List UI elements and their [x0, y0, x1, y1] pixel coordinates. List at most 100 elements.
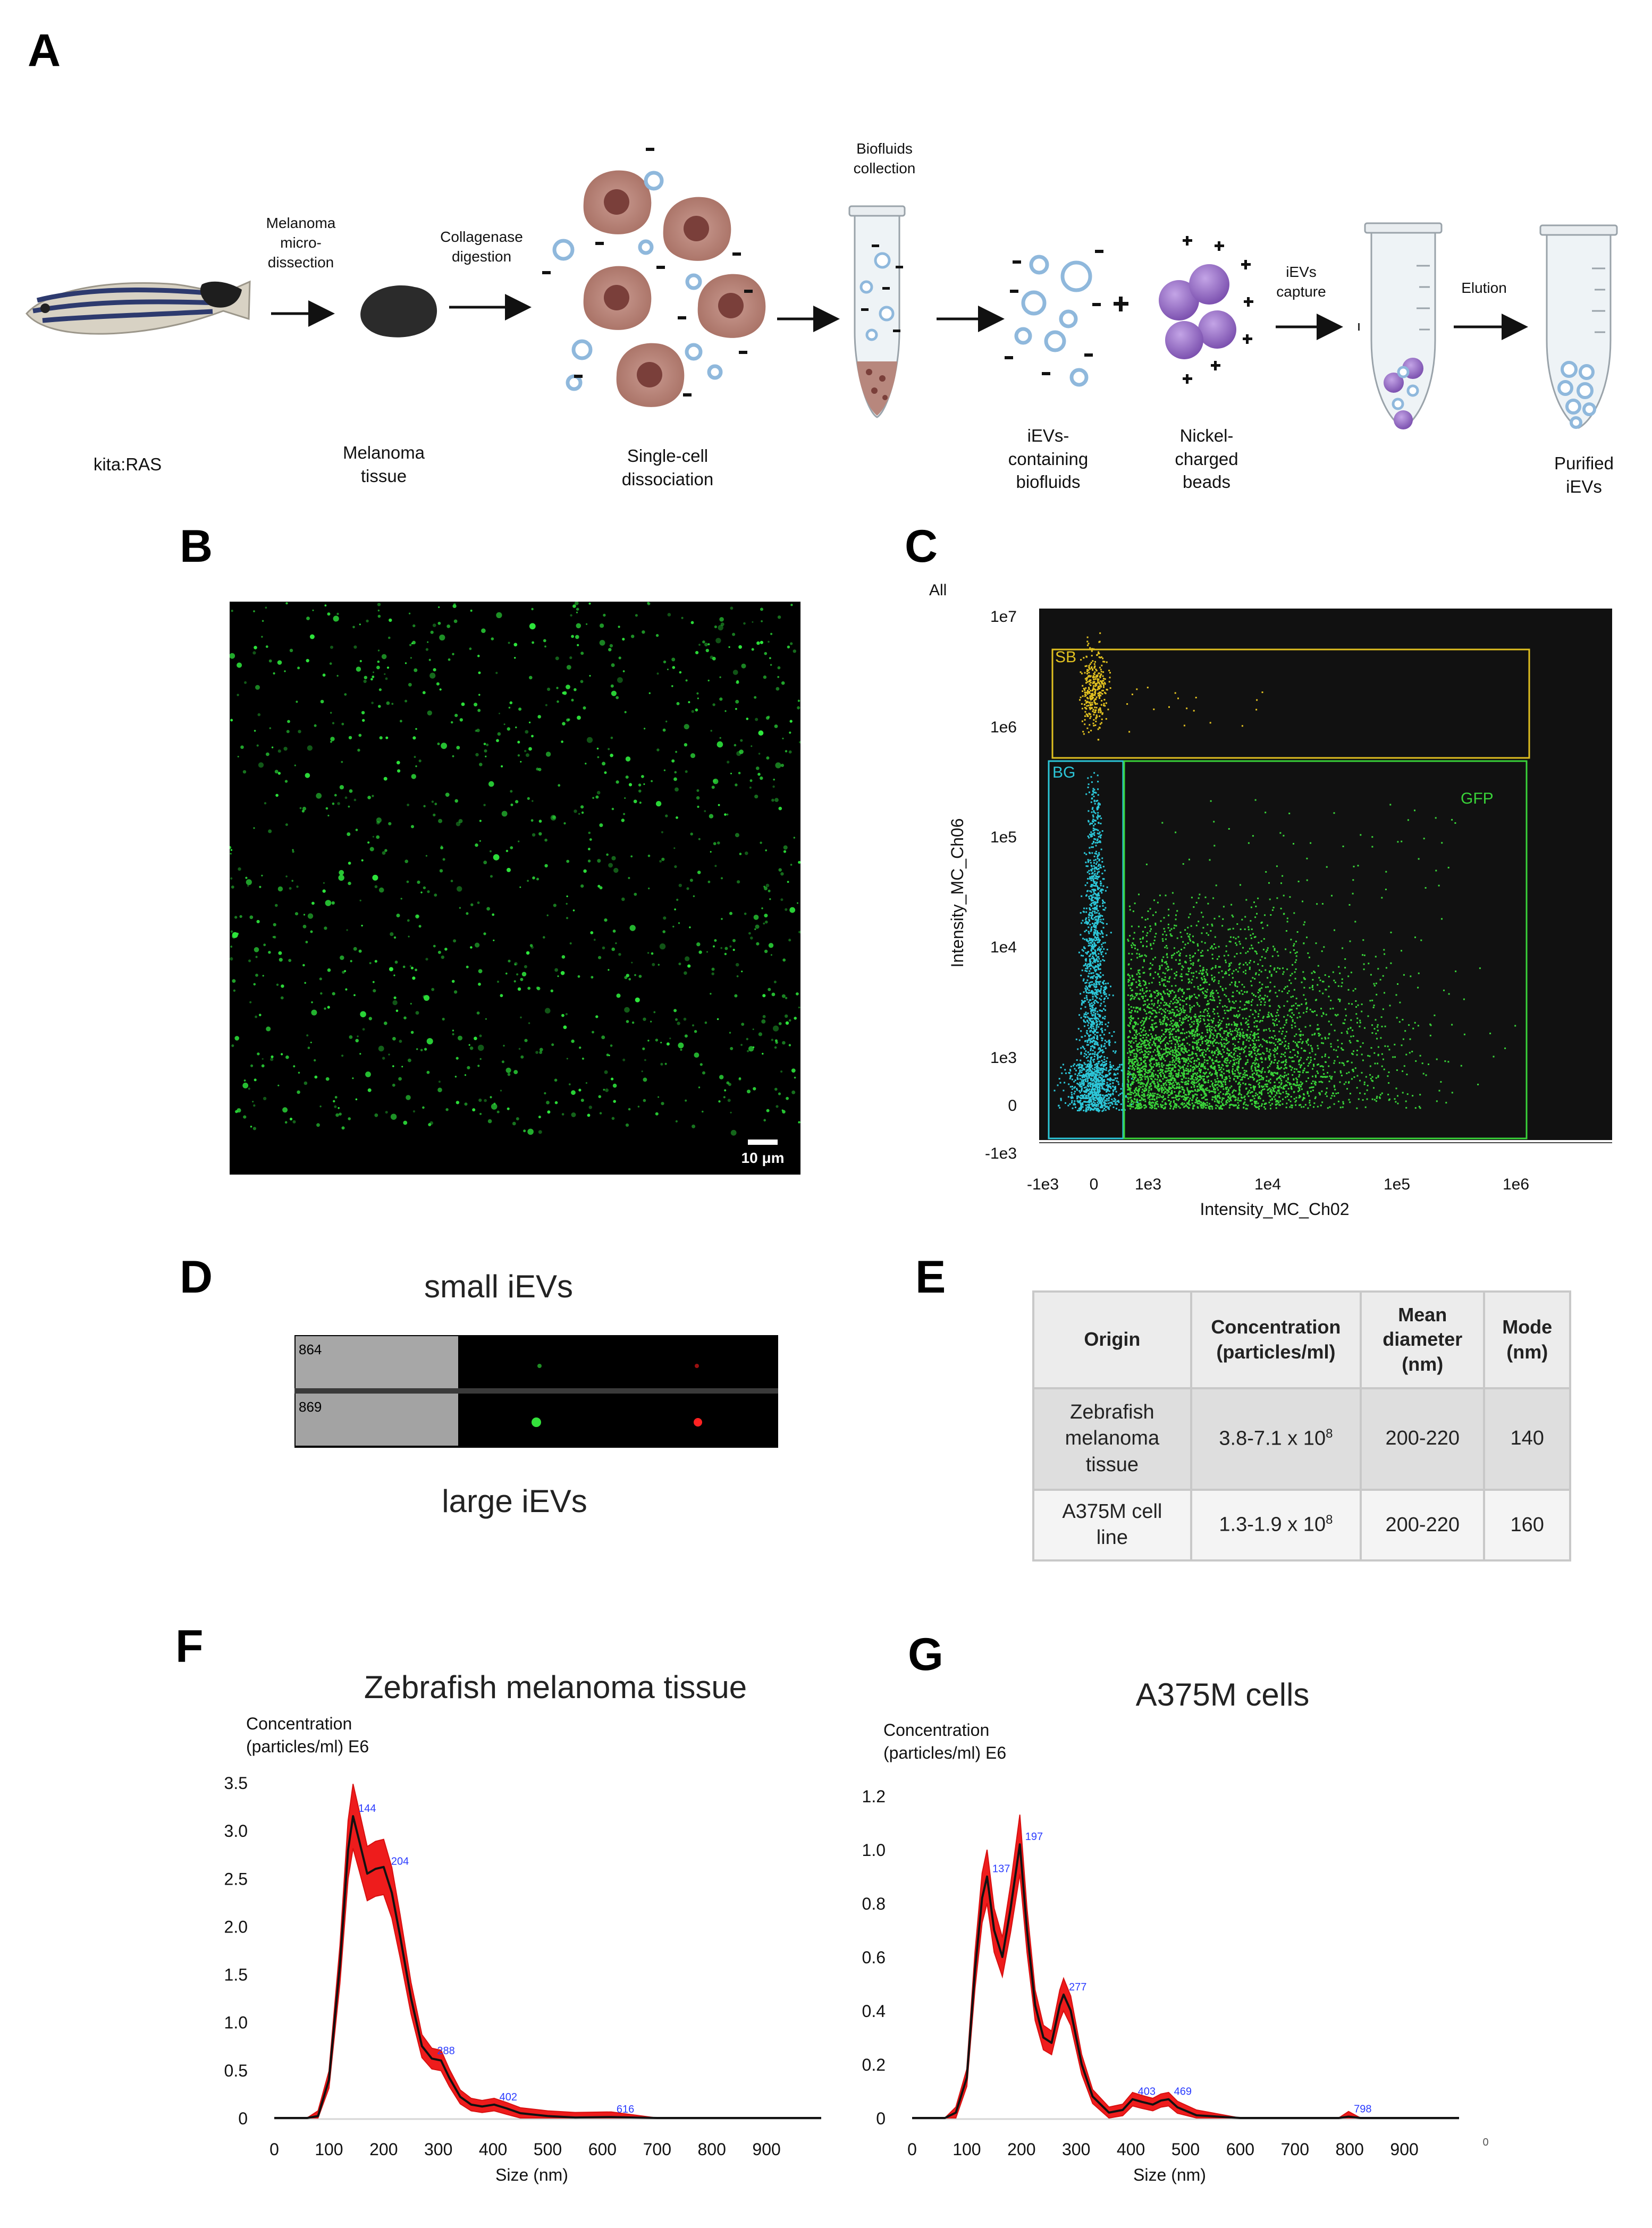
event-dot [1280, 1082, 1283, 1084]
fluorescent-spot [508, 706, 511, 709]
event-dot [1093, 676, 1095, 678]
event-dot [1134, 1107, 1136, 1109]
event-dot [1078, 1072, 1081, 1074]
event-dot [1098, 919, 1100, 921]
event-dot [1142, 1075, 1144, 1077]
fluorescent-spot [475, 753, 479, 757]
event-dot [1096, 932, 1098, 934]
event-dot [1102, 1049, 1103, 1051]
event-dot [1162, 1083, 1165, 1085]
event-dot [1091, 1075, 1093, 1077]
event-dot [1139, 953, 1140, 955]
event-dot [1213, 981, 1215, 982]
fluorescent-spot [738, 1077, 741, 1080]
fluorescent-spot [232, 979, 236, 983]
event-dot [1073, 1102, 1075, 1104]
event-dot [1085, 929, 1088, 931]
fluorescent-spot [732, 670, 738, 675]
fluorescent-spot [712, 703, 715, 706]
fluorescent-spot [327, 814, 330, 817]
event-dot [1090, 885, 1092, 888]
event-dot [1096, 682, 1098, 685]
event-dot [1282, 1031, 1284, 1033]
event-dot [1209, 1073, 1210, 1075]
event-dot [1092, 893, 1094, 896]
event-dot [1337, 985, 1339, 987]
fluorescent-spot [284, 780, 288, 783]
fluorescent-spot [231, 610, 233, 612]
event-dot [1159, 894, 1161, 897]
fluorescent-spot [286, 730, 290, 733]
event-dot [1104, 942, 1106, 944]
event-dot [1085, 1014, 1088, 1016]
event-dot [1268, 1000, 1270, 1002]
fluorescent-spot [557, 975, 559, 977]
event-dot [1261, 691, 1263, 693]
event-dot [1250, 920, 1252, 922]
fluorescent-spot [303, 914, 306, 916]
event-dot [1341, 1049, 1343, 1051]
event-dot [1250, 1066, 1252, 1068]
event-dot [1253, 1049, 1255, 1051]
fluorescent-spot [529, 676, 533, 680]
event-dot [1083, 1055, 1085, 1057]
event-dot [1094, 838, 1097, 840]
event-dot [1100, 1077, 1102, 1079]
event-dot [1130, 999, 1132, 1001]
event-dot [1286, 1095, 1288, 1098]
event-dot [1170, 1020, 1172, 1023]
fluorescent-spot [707, 643, 710, 646]
event-dot [1095, 845, 1097, 847]
event-dot [1117, 1081, 1119, 1083]
event-dot [1085, 1053, 1088, 1056]
fluorescent-spot [487, 1119, 492, 1124]
event-dot [1099, 998, 1101, 1000]
event-dot [1095, 1086, 1097, 1088]
event-dot [1148, 1079, 1149, 1081]
event-dot [1175, 1066, 1177, 1068]
fluorescent-spot [418, 925, 422, 928]
event-dot [1170, 1042, 1173, 1044]
event-dot [1140, 1022, 1142, 1024]
event-dot [1318, 1028, 1320, 1030]
event-dot [1083, 1068, 1085, 1070]
event-dot [1090, 693, 1092, 695]
fluorescent-spot [757, 773, 761, 776]
event-dot [1097, 921, 1099, 923]
event-dot [1083, 991, 1085, 993]
event-dot [1183, 1102, 1185, 1104]
event-dot [1394, 1098, 1396, 1100]
fluorescent-spot [294, 764, 296, 766]
event-dot [1375, 1033, 1377, 1035]
event-dot [1098, 958, 1100, 960]
event-dot [1460, 1065, 1462, 1067]
event-dot [1205, 1088, 1207, 1090]
event-dot [1088, 951, 1090, 953]
event-dot [1081, 1071, 1083, 1073]
event-dot [1094, 702, 1096, 704]
event-dot [1100, 823, 1102, 824]
event-dot [1103, 990, 1105, 992]
event-dot [1166, 953, 1168, 955]
event-dot [1101, 1097, 1103, 1099]
event-dot [1099, 697, 1101, 699]
fluorescent-spot [713, 779, 719, 784]
fluorescent-spot [595, 795, 599, 799]
event-dot [1098, 916, 1100, 918]
event-dot [1100, 948, 1102, 950]
event-dot [1097, 799, 1099, 801]
event-dot [1099, 1034, 1101, 1036]
event-dot [1210, 1041, 1212, 1043]
event-dot [1160, 998, 1162, 1000]
event-dot [1186, 1042, 1189, 1044]
fluorescent-spot [580, 1099, 584, 1102]
event-dot [1112, 1085, 1114, 1087]
event-dot [1212, 1054, 1214, 1057]
event-dot [1244, 916, 1246, 918]
event-dot [1100, 918, 1102, 921]
event-dot [1093, 673, 1095, 674]
event-dot [1189, 913, 1191, 915]
event-dot [1165, 1102, 1166, 1104]
event-dot [1137, 1007, 1139, 1009]
event-dot [1260, 1004, 1262, 1006]
